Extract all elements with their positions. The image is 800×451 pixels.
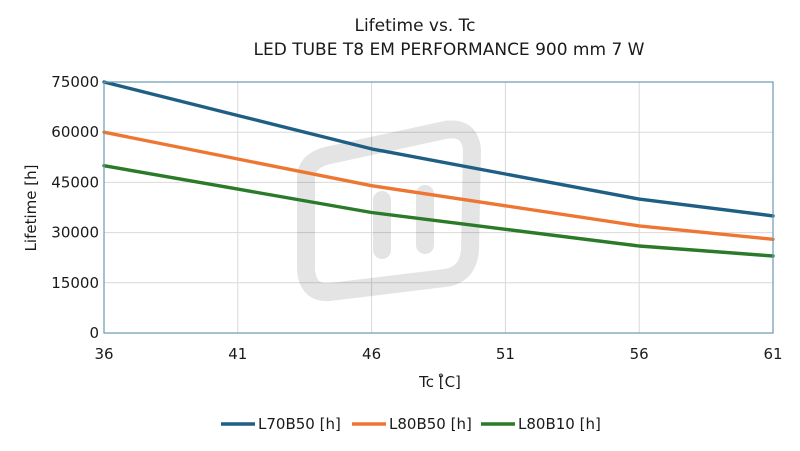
y-tick-labels: 0 15000 30000 45000 60000 75000 — [51, 73, 99, 342]
x-tick-label: 56 — [630, 345, 649, 363]
x-tick-label: 41 — [228, 345, 247, 363]
x-axis-label: Tc [̊C] — [418, 373, 461, 391]
y-tick-label: 75000 — [51, 73, 99, 91]
legend: L70B50 [h] L80B50 [h] L80B10 [h] — [221, 415, 601, 433]
chart-subtitle: LED TUBE T8 EM PERFORMANCE 900 mm 7 W — [254, 40, 645, 60]
plot-frame — [103, 81, 774, 334]
y-tick-label: 60000 — [51, 123, 99, 141]
x-tick-labels: 36 41 46 51 56 61 — [94, 345, 782, 363]
legend-label: L80B10 [h] — [518, 415, 601, 433]
series-layer — [102, 80, 775, 258]
series-line-2 — [102, 130, 775, 242]
x-tick-label: 61 — [763, 345, 782, 363]
x-tick-label: 51 — [496, 345, 515, 363]
legend-label: L80B50 [h] — [389, 415, 472, 433]
series-line-1 — [102, 80, 775, 218]
y-tick-label: 30000 — [51, 224, 99, 242]
legend-label: L70B50 [h] — [258, 415, 341, 433]
series-line-3 — [102, 163, 775, 258]
x-tick-label: 46 — [362, 345, 381, 363]
chart-title: Lifetime vs. Tc — [354, 16, 475, 36]
y-tick-label: 45000 — [51, 173, 99, 191]
y-axis-label: Lifetime [h] — [22, 165, 40, 252]
x-tick-label: 36 — [94, 345, 113, 363]
y-tick-label: 0 — [89, 324, 99, 342]
grid — [103, 81, 774, 334]
y-tick-label: 15000 — [51, 274, 99, 292]
